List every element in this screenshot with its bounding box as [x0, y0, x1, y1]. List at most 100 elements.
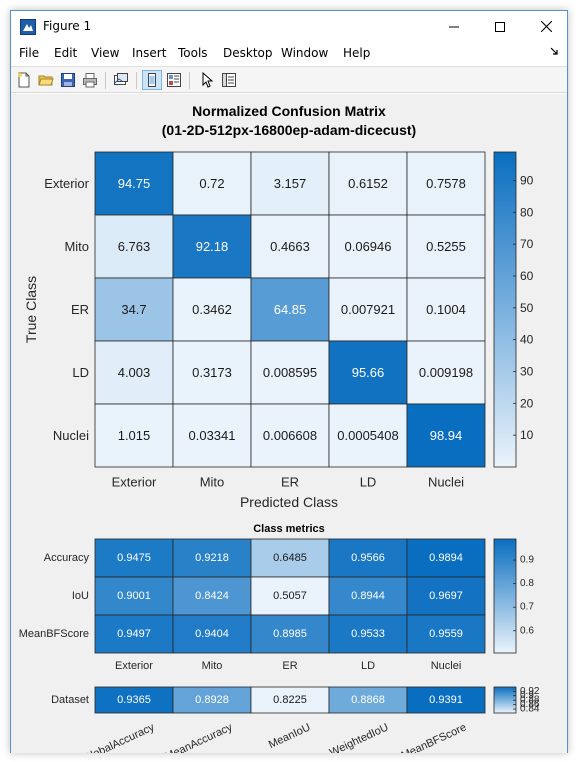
confusion-colorbar-tick-label: 70 [520, 237, 534, 251]
print-icon [83, 73, 97, 88]
new-figure-button[interactable] [14, 70, 34, 90]
confusion-y-tick-label: LD [72, 365, 89, 380]
dataset-x-tick-label: MeanBFScore [400, 721, 469, 753]
metrics-x-tick-label: ER [282, 660, 297, 672]
metrics-colorbar [493, 538, 517, 654]
menu-bar: File Edit View Insert Tools Desktop Wind… [11, 42, 567, 64]
confusion-cell [94, 403, 174, 468]
metrics-cell-label: 0.9559 [429, 628, 463, 640]
confusion-colorbar-tick-label: 10 [520, 428, 534, 442]
confusion-y-tick-label: Exterior [44, 176, 89, 191]
metrics-cell [172, 576, 252, 616]
metrics-cell-label: 0.6485 [273, 552, 307, 564]
figure-canvas[interactable]: Normalized Confusion Matrix (01-2D-512px-… [11, 94, 567, 753]
confusion-x-tick-label: Mito [200, 475, 225, 490]
print-button[interactable] [80, 70, 100, 90]
minimize-icon [449, 26, 459, 27]
toolbar-separator [189, 72, 190, 89]
menu-help[interactable]: Help [343, 46, 371, 60]
metrics-y-tick-label: IoU [72, 590, 89, 602]
confusion-cell-label: 92.18 [196, 239, 229, 254]
metrics-cell [250, 538, 330, 578]
menu-file[interactable]: File [19, 46, 40, 60]
minimize-button[interactable] [431, 11, 477, 42]
open-file-button[interactable] [36, 70, 56, 90]
dataset-cell-label: 0.8225 [273, 694, 307, 706]
confusion-cell-label: 4.003 [118, 365, 151, 380]
menu-window[interactable]: Window [281, 46, 329, 60]
confusion-colorbar [493, 151, 517, 468]
confusion-colorbar-tick-label: 60 [520, 269, 534, 283]
metrics-heatmap: 0.9475 0.9218 0.6485 0.9566 0.9894 0.9001 0.84… [19, 538, 534, 672]
confusion-cell [328, 340, 408, 405]
confusion-cell-label: 64.85 [274, 302, 307, 317]
confusion-cell [328, 214, 408, 279]
y-axis-label: True Class [23, 276, 39, 343]
dataset-colorbar [493, 686, 517, 714]
x-axis-label: Predicted Class [240, 494, 338, 510]
dataset-cell-label: 0.8868 [351, 694, 385, 706]
new-figure-icon [18, 72, 30, 88]
dataset-cell [406, 686, 486, 714]
metrics-cell [172, 614, 252, 654]
metrics-cell [406, 538, 486, 578]
maximize-button[interactable] [477, 11, 523, 42]
dataset-colorbar-tick-label: 0.9 [520, 690, 534, 701]
metrics-cell-label: 0.8944 [351, 590, 385, 602]
menu-desktop[interactable]: Desktop [223, 46, 273, 60]
link-plot-icon [114, 73, 128, 85]
confusion-cell [328, 277, 408, 342]
dataset-x-tick-label: MeanIoU [267, 721, 313, 751]
metrics-cell [328, 614, 408, 654]
window-title: Figure 1 [43, 19, 92, 33]
title-bar[interactable]: Figure 1 [11, 11, 567, 42]
edit-plot-button[interactable] [197, 70, 217, 90]
confusion-cell [406, 151, 486, 216]
menu-view[interactable]: View [91, 46, 120, 60]
menu-edit[interactable]: Edit [54, 46, 78, 60]
metrics-cell [250, 614, 330, 654]
confusion-cell [250, 403, 330, 468]
metrics-y-tick-label: MeanBFScore [19, 628, 89, 640]
figure-plot-area: Normalized Confusion Matrix (01-2D-512px-… [19, 103, 540, 753]
dataset-cell-label: 0.9391 [429, 694, 463, 706]
open-file-icon [38, 75, 54, 86]
confusion-cell [94, 214, 174, 279]
show-plot-tools-button[interactable] [164, 70, 184, 90]
confusion-cell-label: 95.66 [352, 365, 385, 380]
metrics-y-tick-label: Accuracy [44, 552, 90, 564]
confusion-cell-label: 0.7578 [426, 176, 466, 191]
menu-insert[interactable]: Insert [132, 46, 167, 60]
figure-window: Figure 1 File Edit View Insert Tools Des… [10, 10, 568, 753]
dataset-x-tick-label: GlobalAccuracy [81, 721, 156, 753]
dock-arrow-icon[interactable] [550, 47, 559, 56]
confusion-cell-label: 0.72 [199, 176, 224, 191]
dataset-cell-label: 0.9365 [117, 694, 151, 706]
confusion-cell [172, 403, 252, 468]
metrics-cell-label: 0.9001 [117, 590, 151, 602]
close-button[interactable] [523, 11, 569, 42]
matlab-figure-icon [20, 19, 36, 35]
hide-plot-tools-button[interactable] [142, 70, 162, 90]
dataset-colorbar-tick-label: 0.92 [520, 686, 540, 697]
confusion-cell-label: 0.4663 [270, 239, 310, 254]
confusion-cell-label: 6.763 [118, 239, 151, 254]
link-plot-button[interactable] [111, 70, 131, 90]
save-button[interactable] [58, 70, 78, 90]
confusion-colorbar-tick-label: 30 [520, 364, 534, 378]
property-inspector-button[interactable] [219, 70, 239, 90]
confusion-x-tick-label: Exterior [112, 475, 157, 490]
metrics-colorbar-tick-label: 0.8 [520, 578, 534, 589]
confusion-y-tick-label: Mito [64, 239, 89, 254]
metrics-cell [94, 614, 174, 654]
metrics-cell-label: 0.9497 [117, 628, 151, 640]
confusion-cell-label: 34.7 [121, 302, 146, 317]
metrics-cell-label: 0.8424 [195, 590, 229, 602]
menu-tools[interactable]: Tools [178, 46, 208, 60]
metrics-colorbar-tick-label: 0.9 [520, 555, 534, 566]
metrics-cell-label: 0.9404 [195, 628, 229, 640]
confusion-cell [406, 340, 486, 405]
chart-title: Normalized Confusion Matrix [192, 103, 386, 119]
confusion-cell [172, 277, 252, 342]
confusion-cell-label: 0.009198 [419, 365, 473, 380]
